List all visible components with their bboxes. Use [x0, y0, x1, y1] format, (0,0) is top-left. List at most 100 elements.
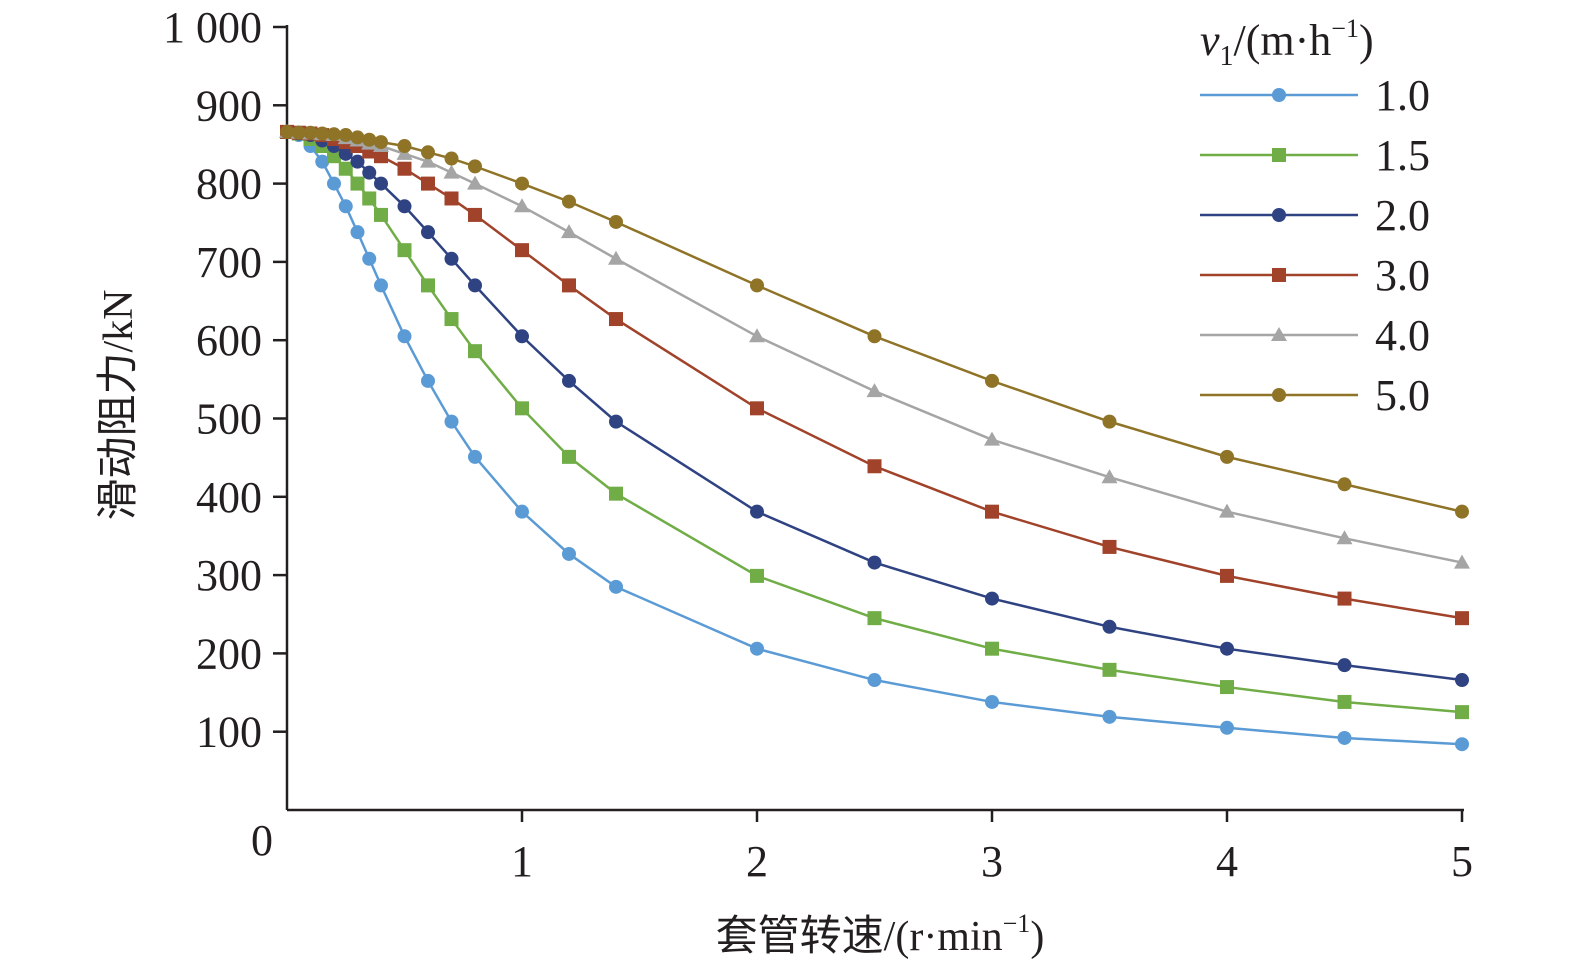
- data-point: [750, 641, 764, 656]
- legend-item-2.0: 2.0: [1200, 191, 1430, 240]
- data-point: [1337, 658, 1352, 673]
- data-point: [750, 401, 764, 416]
- data-point: [1220, 568, 1234, 583]
- series-4.0: [279, 123, 1470, 569]
- data-point: [444, 191, 459, 206]
- legend-item-1.5: 1.5: [1200, 131, 1430, 180]
- data-point: [750, 568, 764, 583]
- data-point: [362, 251, 377, 266]
- legend-marker: [1272, 268, 1286, 282]
- data-point: [562, 373, 576, 388]
- data-point: [1337, 730, 1352, 745]
- legend-marker: [1272, 388, 1286, 402]
- data-point: [985, 641, 999, 656]
- x-tick-label: 1: [511, 837, 533, 886]
- data-point: [397, 329, 412, 344]
- data-point: [338, 146, 353, 161]
- x-tick-label: 2: [746, 837, 768, 886]
- data-point: [867, 555, 882, 570]
- origin-label: 0: [251, 816, 273, 865]
- data-point: [1220, 449, 1234, 464]
- x-axis-label: 套管转速/(r·min−1): [716, 909, 1045, 960]
- legend: 1.0 1.5 2.0 3.0 4.0 5.0: [1200, 71, 1430, 420]
- data-point: [1102, 539, 1117, 554]
- legend-marker: [1272, 148, 1286, 162]
- data-point: [468, 344, 482, 359]
- data-point: [338, 128, 353, 143]
- data-point: [609, 312, 623, 327]
- series-line: [286, 130, 1463, 620]
- data-point: [985, 694, 999, 709]
- data-point: [1455, 673, 1469, 688]
- legend-marker: [1271, 327, 1287, 341]
- y-tick-label: 800: [196, 160, 262, 209]
- series-3.0: [280, 124, 1469, 626]
- data-point: [749, 328, 765, 343]
- y-tick-label: 500: [196, 395, 262, 444]
- data-point: [1220, 680, 1234, 695]
- data-point: [1454, 554, 1470, 569]
- data-point: [1220, 641, 1234, 656]
- data-point: [984, 431, 1000, 446]
- data-point: [515, 329, 529, 344]
- data-point: [562, 546, 576, 561]
- legend-label: 2.0: [1375, 191, 1430, 240]
- data-point: [515, 504, 529, 519]
- data-point: [609, 486, 623, 501]
- legend-label: 4.0: [1375, 311, 1430, 360]
- data-point: [362, 191, 377, 206]
- x-tick-label: 5: [1451, 837, 1473, 886]
- data-point: [1220, 720, 1234, 735]
- data-point: [362, 132, 377, 147]
- legend-item-1.0: 1.0: [1200, 71, 1430, 120]
- data-point: [444, 414, 459, 429]
- data-point: [397, 243, 412, 258]
- data-point: [374, 149, 388, 164]
- legend-title: v1/(m·h−1): [1200, 14, 1374, 72]
- data-point: [1337, 694, 1352, 709]
- data-point: [515, 401, 529, 416]
- legend-item-4.0: 4.0: [1200, 311, 1430, 360]
- data-point: [350, 130, 365, 145]
- data-point: [867, 611, 882, 626]
- data-point: [985, 591, 999, 606]
- data-point: [468, 159, 482, 174]
- y-tick-label: 200: [196, 629, 262, 678]
- data-point: [1455, 705, 1469, 720]
- data-point: [338, 199, 353, 214]
- data-point: [609, 579, 623, 594]
- y-tick-label: 1 000: [163, 3, 262, 52]
- data-point: [350, 154, 365, 169]
- data-point: [1337, 591, 1352, 606]
- data-point: [1102, 414, 1117, 429]
- legend-label: 1.5: [1375, 131, 1430, 180]
- data-point: [421, 373, 435, 388]
- series-line: [286, 130, 1463, 564]
- y-tick-label: 100: [196, 708, 262, 757]
- data-point: [468, 207, 482, 222]
- data-point: [514, 198, 530, 213]
- data-point: [985, 373, 999, 388]
- y-tick-label: 300: [196, 551, 262, 600]
- data-point: [327, 127, 341, 142]
- data-point: [985, 504, 999, 519]
- y-tick-label: 700: [196, 238, 262, 287]
- data-point: [562, 278, 576, 293]
- data-point: [303, 125, 318, 140]
- y-axis-label: 滑动阻力/kN: [96, 289, 142, 520]
- data-point: [1336, 530, 1353, 545]
- data-point: [397, 139, 412, 154]
- data-point: [444, 151, 459, 166]
- data-point: [421, 176, 435, 191]
- data-point: [609, 414, 623, 429]
- data-point: [867, 673, 882, 688]
- data-point: [327, 149, 341, 164]
- data-point: [1455, 611, 1469, 626]
- data-point: [291, 125, 306, 140]
- data-point: [609, 214, 623, 229]
- data-point: [362, 165, 377, 180]
- data-point: [421, 145, 435, 160]
- data-point: [866, 383, 883, 398]
- series-5.0: [280, 124, 1469, 519]
